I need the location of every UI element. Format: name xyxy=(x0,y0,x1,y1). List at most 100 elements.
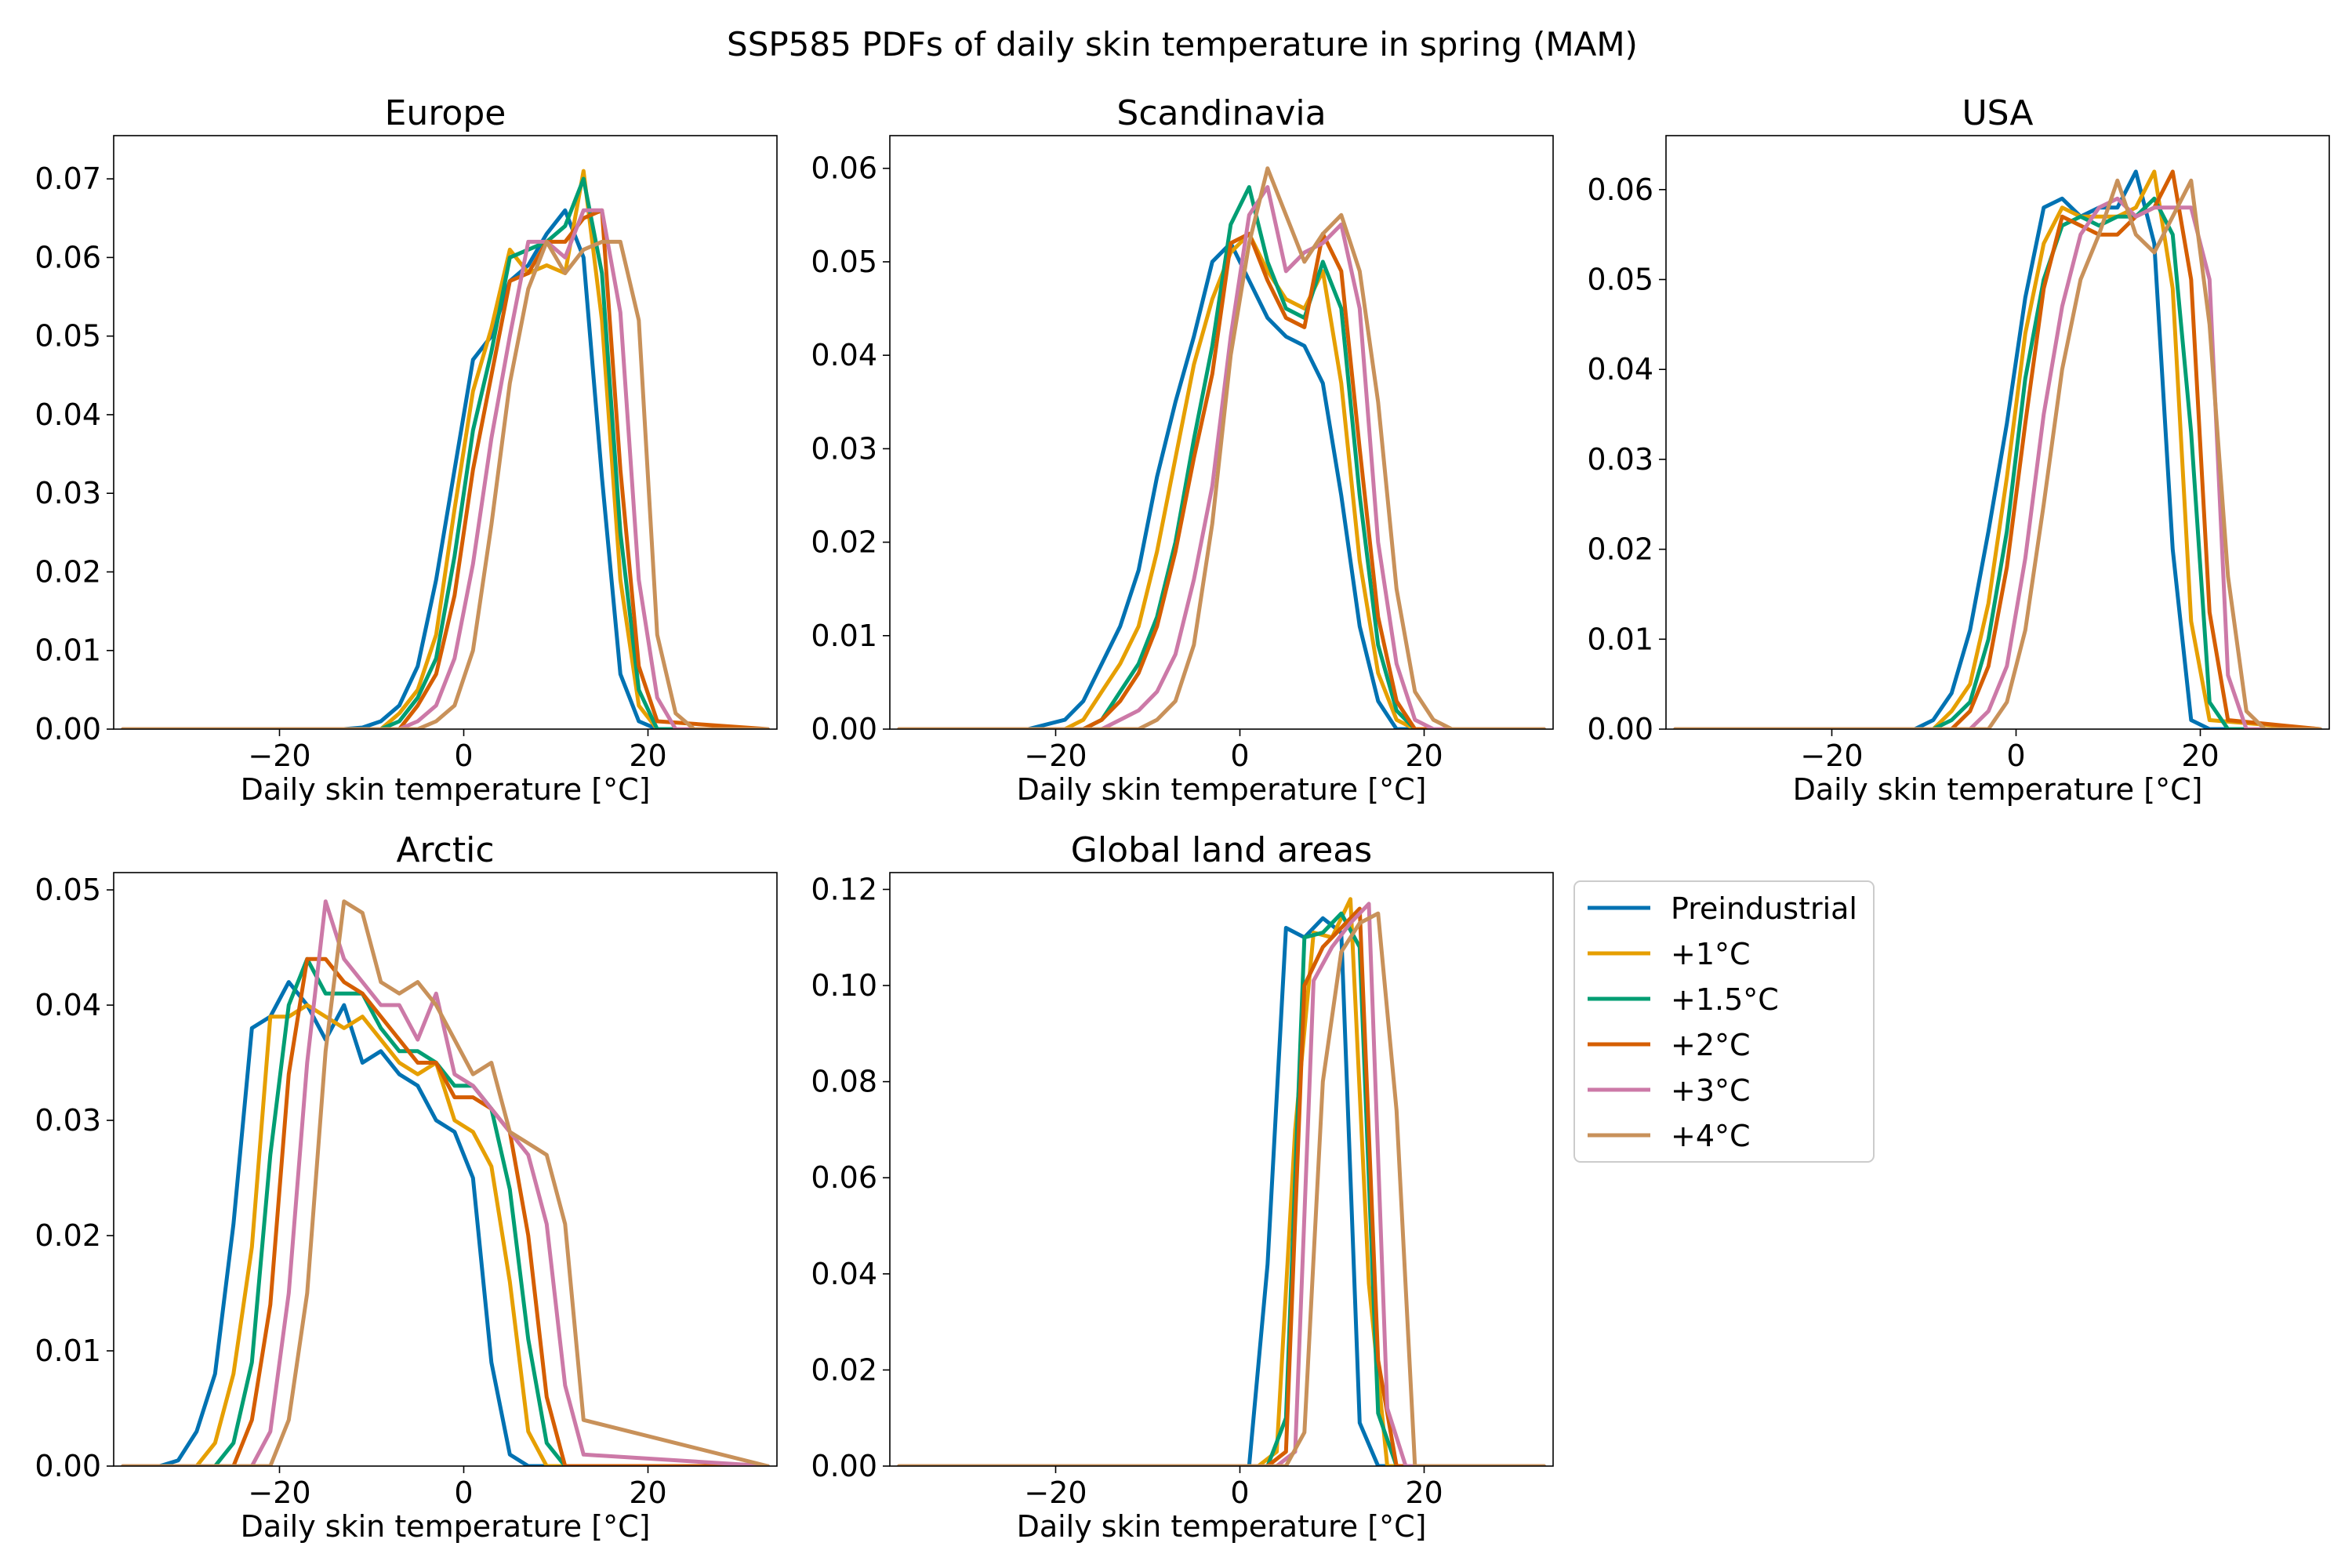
axes-frame xyxy=(889,872,1554,1467)
x-axis-label: Daily skin temperature [°C] xyxy=(1017,1509,1427,1544)
legend-label: +4°C xyxy=(1671,1119,1751,1153)
series-line-1-5-c xyxy=(897,185,1546,729)
series-line-1-5-c xyxy=(121,176,770,729)
y-tick-label: 0.04 xyxy=(1587,352,1653,387)
y-tick-label: 0.02 xyxy=(1587,532,1653,567)
y-tick-label: 0.04 xyxy=(34,988,101,1022)
x-tick-label: 0 xyxy=(1230,1475,1249,1510)
y-tick-label: 0.04 xyxy=(34,397,101,432)
series-line-1-5-c xyxy=(1673,196,2322,729)
axes-frame xyxy=(113,135,778,730)
panels: Europe −20 0 20 0.00 0.01 0.02 0.03 0.04 0.05 0.06… xyxy=(34,93,2330,1544)
y-tick-label: 0.00 xyxy=(34,712,101,746)
x-tick-label: 20 xyxy=(1405,1475,1443,1510)
y-tick-label: 0.03 xyxy=(1587,442,1653,477)
y-tick-label: 0.03 xyxy=(34,476,101,510)
figure-suptitle: SSP585 PDFs of daily skin temperature in… xyxy=(727,25,1638,64)
series-line-1-c xyxy=(121,169,770,729)
series-line-preindustrial xyxy=(897,241,1546,729)
panel-usa: USA −20 0 20 0.00 0.01 0.02 0.03 0.04 0.05 0.06 Dai… xyxy=(1587,93,2330,807)
y-tick-label: 0.10 xyxy=(811,968,877,1003)
y-tick-label: 0.03 xyxy=(811,431,877,466)
panel-title-arctic: Arctic xyxy=(396,830,494,870)
series-line-preindustrial xyxy=(897,916,1546,1466)
panel-title-scandinavia: Scandinavia xyxy=(1116,93,1326,133)
legend-label: +1.5°C xyxy=(1671,982,1779,1017)
y-tick-label: 0.04 xyxy=(811,1257,877,1291)
axes-frame xyxy=(1665,135,2330,730)
series-group-global-land-areas xyxy=(897,897,1546,1466)
legend: Preindustrial +1°C +1.5°C +2°C +3°C +4°C xyxy=(1573,880,1875,1163)
x-axis-label: Daily skin temperature [°C] xyxy=(1793,772,2203,807)
series-line-preindustrial xyxy=(1673,169,2322,729)
series-line-2-c xyxy=(121,208,770,729)
y-tick-label: 0.01 xyxy=(34,633,101,668)
x-tick-label: 20 xyxy=(1405,739,1443,773)
legend-item-3-c: +3°C xyxy=(1588,1073,1751,1108)
legend-item-2-c: +2°C xyxy=(1588,1028,1751,1062)
y-tick-label: 0.07 xyxy=(34,162,101,196)
x-tick-label: −20 xyxy=(248,1475,310,1510)
series-line-4-c xyxy=(897,166,1546,729)
panel-title-usa: USA xyxy=(1962,93,2033,133)
series-line-1-5-c xyxy=(121,956,770,1466)
y-tick-label: 0.05 xyxy=(34,873,101,907)
panel-title-global-land-areas: Global land areas xyxy=(1071,830,1372,870)
legend-label: +1°C xyxy=(1671,937,1751,971)
series-line-2-c xyxy=(121,956,770,1466)
legend-label: Preindustrial xyxy=(1671,891,1857,926)
series-line-1-c xyxy=(1673,169,2322,729)
y-tick-label: 0.06 xyxy=(34,240,101,274)
series-line-3-c xyxy=(121,899,770,1466)
y-tick-label: 0.02 xyxy=(811,525,877,560)
y-tick-label: 0.06 xyxy=(811,1160,877,1195)
legend-item-4-c: +4°C xyxy=(1588,1119,1751,1153)
series-line-preindustrial xyxy=(121,208,770,729)
y-tick-label: 0.00 xyxy=(34,1449,101,1483)
y-tick-label: 0.05 xyxy=(1587,263,1653,297)
series-line-3-c xyxy=(1673,196,2322,729)
series-line-4-c xyxy=(897,911,1546,1466)
series-line-1-c xyxy=(897,231,1546,729)
series-line-2-c xyxy=(1673,169,2322,729)
series-line-1-c xyxy=(121,1003,770,1466)
y-tick-label: 0.05 xyxy=(34,319,101,354)
x-tick-label: 0 xyxy=(454,739,473,773)
series-line-1-c xyxy=(897,897,1546,1466)
y-tick-label: 0.02 xyxy=(811,1352,877,1387)
x-tick-label: 0 xyxy=(1230,739,1249,773)
series-line-4-c xyxy=(121,239,770,729)
y-tick-label: 0.00 xyxy=(811,1449,877,1483)
x-tick-label: 20 xyxy=(629,739,666,773)
panel-scandinavia: Scandinavia −20 0 20 0.00 0.01 0.02 0.03 0.04 0.0… xyxy=(811,93,1554,807)
x-tick-label: −20 xyxy=(1800,739,1863,773)
series-group-arctic xyxy=(121,899,770,1466)
x-tick-label: 0 xyxy=(454,1475,473,1510)
x-tick-label: −20 xyxy=(1024,739,1087,773)
x-axis-label: Daily skin temperature [°C] xyxy=(241,772,651,807)
y-tick-label: 0.03 xyxy=(34,1103,101,1138)
axes-frame xyxy=(889,135,1554,730)
y-tick-label: 0.01 xyxy=(811,619,877,653)
series-group-usa xyxy=(1673,169,2322,729)
series-line-2-c xyxy=(897,231,1546,729)
panel-europe: Europe −20 0 20 0.00 0.01 0.02 0.03 0.04 0.05 0.06… xyxy=(34,93,778,807)
x-tick-label: −20 xyxy=(248,739,310,773)
y-tick-label: 0.08 xyxy=(811,1065,877,1099)
series-line-3-c xyxy=(897,902,1546,1466)
legend-label: +3°C xyxy=(1671,1073,1751,1108)
series-line-3-c xyxy=(897,185,1546,729)
y-tick-label: 0.04 xyxy=(811,338,877,372)
x-axis-label: Daily skin temperature [°C] xyxy=(1017,772,1427,807)
series-line-4-c xyxy=(1673,178,2322,729)
x-tick-label: 20 xyxy=(2181,739,2219,773)
panel-global-land-areas: Global land areas −20 0 20 0.00 0.02 0.04 0.06 0… xyxy=(811,830,1554,1544)
y-tick-label: 0.05 xyxy=(811,245,877,279)
x-tick-label: −20 xyxy=(1024,1475,1087,1510)
x-axis-label: Daily skin temperature [°C] xyxy=(241,1509,651,1544)
y-tick-label: 0.06 xyxy=(1587,172,1653,207)
y-tick-label: 0.12 xyxy=(811,872,877,906)
y-tick-label: 0.02 xyxy=(34,554,101,589)
legend-label: +2°C xyxy=(1671,1028,1751,1062)
y-tick-label: 0.01 xyxy=(34,1334,101,1368)
